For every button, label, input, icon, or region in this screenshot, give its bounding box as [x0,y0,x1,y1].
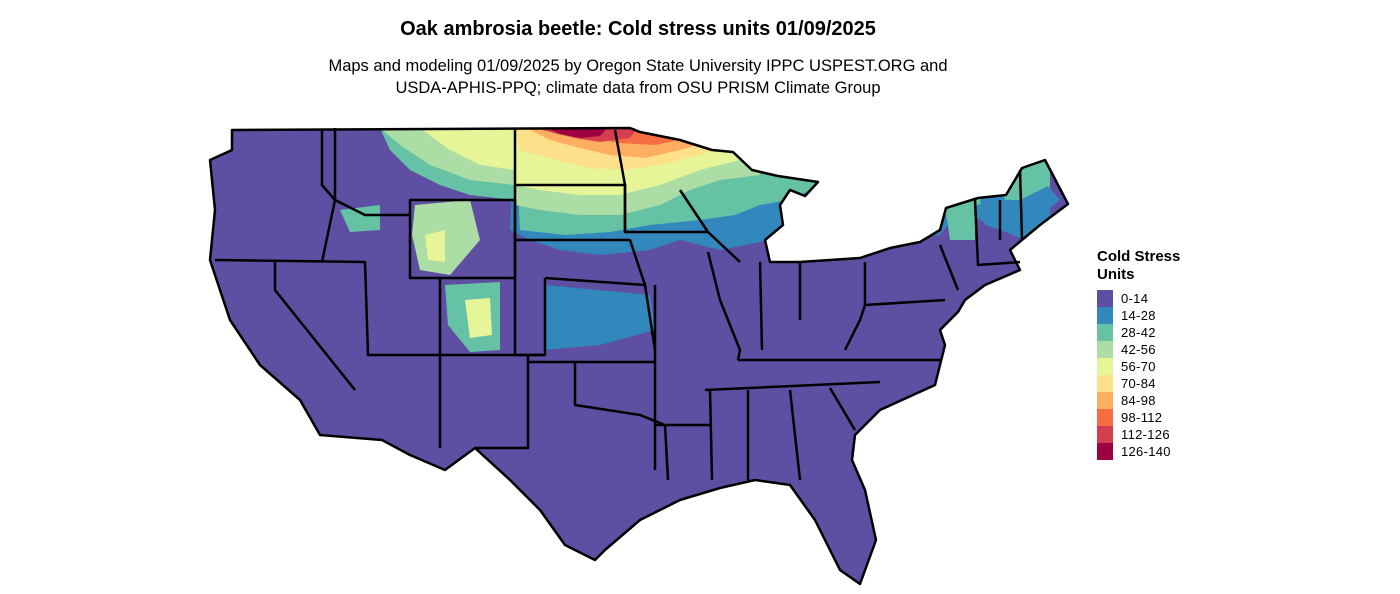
legend-swatch [1097,409,1113,426]
state-borders [208,126,1070,586]
subtitle-line-1: Maps and modeling 01/09/2025 by Oregon S… [328,57,948,75]
map-title: Oak ambrosia beetle: Cold stress units 0… [400,18,876,40]
legend-swatch [1097,341,1113,358]
legend-label: 70-84 [1121,376,1156,391]
legend-label: 28-42 [1121,325,1156,340]
subtitle-line-2: USDA-APHIS-PPQ; climate data from OSU PR… [395,79,881,97]
legend-item: 84-98 [1097,392,1207,409]
legend-swatch [1097,392,1113,409]
legend-swatch [1097,375,1113,392]
legend-item: 112-126 [1097,426,1207,443]
legend-label: 42-56 [1121,342,1156,357]
legend-item: 126-140 [1097,443,1207,460]
legend-item: 70-84 [1097,375,1207,392]
legend-item: 28-42 [1097,324,1207,341]
legend-label: 0-14 [1121,291,1149,306]
legend-swatch [1097,290,1113,307]
legend-swatch [1097,324,1113,341]
legend-label: 14-28 [1121,308,1156,323]
legend-item: 14-28 [1097,307,1207,324]
legend-label: 112-126 [1121,427,1170,442]
legend-swatch [1097,358,1113,375]
legend-swatch [1097,443,1113,460]
legend-items: 0-14 14-28 28-42 42-56 56-70 70-84 84-98 98-112… [1097,290,1207,460]
legend-item: 0-14 [1097,290,1207,307]
legend-label: 126-140 [1121,444,1171,459]
legend-item: 42-56 [1097,341,1207,358]
legend: Cold Stress Units 0-14 14-28 28-42 42-56 56-… [1097,248,1207,460]
legend-item: 98-112 [1097,409,1207,426]
legend-swatch [1097,426,1113,443]
legend-item: 56-70 [1097,358,1207,375]
legend-swatch [1097,307,1113,324]
legend-title: Cold Stress Units [1097,248,1181,283]
legend-label: 56-70 [1121,359,1156,374]
map-subtitle: Maps and modeling 01/09/2025 by Oregon S… [0,55,1276,99]
cold-stress-raster [210,128,1068,584]
legend-label: 98-112 [1121,410,1163,425]
legend-label: 84-98 [1121,393,1156,408]
